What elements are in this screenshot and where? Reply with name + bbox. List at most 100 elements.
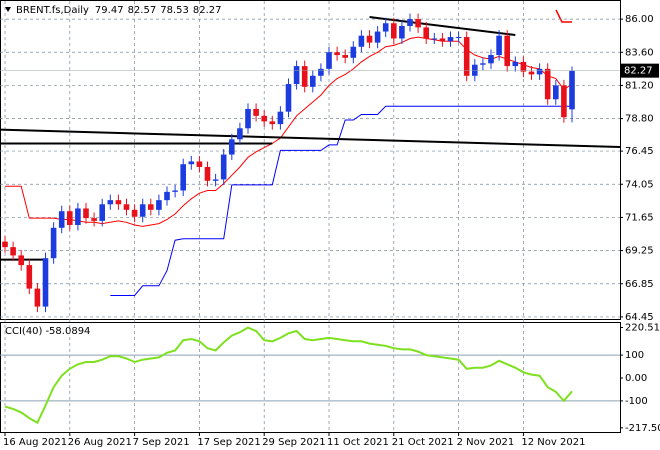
indicator-line <box>110 105 572 296</box>
candle-body <box>415 19 421 28</box>
candle-body <box>269 121 276 125</box>
candle-body <box>188 161 195 165</box>
price-label: 82.27 <box>624 66 653 77</box>
candle-body <box>83 208 89 219</box>
indicator-line <box>4 326 573 425</box>
cci-header: CCI(40) -58.0894 <box>5 326 90 337</box>
y-tick-label: -100 <box>625 396 648 407</box>
candle-body <box>310 75 316 87</box>
candle-body <box>496 35 502 56</box>
candle-body <box>561 85 567 118</box>
candle-body <box>455 37 462 39</box>
candle-body <box>520 61 527 72</box>
x-tick-label: 16 Aug 2021 <box>3 437 67 448</box>
y-tick-label: 74.05 <box>625 179 654 190</box>
candle-body <box>528 71 535 75</box>
candle-body <box>301 66 308 87</box>
header-low: 78.53 <box>160 5 189 16</box>
candle-body <box>245 108 251 129</box>
candle-body <box>18 255 24 266</box>
candle-body <box>156 200 162 210</box>
candle-body <box>261 115 267 122</box>
candle-body <box>212 179 219 181</box>
candle-body <box>569 70 575 110</box>
candle-body <box>253 108 259 116</box>
x-tick-label: 7 Sep 2021 <box>133 437 190 448</box>
indicator-line <box>5 36 573 227</box>
x-tick-label: 2 Nov 2021 <box>457 437 515 448</box>
cci-title: CCI(40) <box>5 326 43 337</box>
candle-body <box>544 68 551 100</box>
y-tick-label: 83.60 <box>625 47 654 58</box>
candle-body <box>326 52 332 69</box>
candle-body <box>26 265 33 289</box>
y-tick-label: 220.5184 <box>625 322 660 333</box>
cci-value: -58.0894 <box>45 326 90 337</box>
candle-body <box>172 190 178 192</box>
candle-body <box>431 38 438 40</box>
x-tick-label: 17 Sep 2021 <box>197 437 260 448</box>
header-close: 82.27 <box>193 5 222 16</box>
candle-body <box>148 204 154 210</box>
candle-body <box>358 35 365 47</box>
candle-body <box>10 247 16 256</box>
candle-body <box>293 66 300 85</box>
candle-body <box>488 55 494 64</box>
candle-body <box>366 35 373 43</box>
candle-body <box>139 204 146 217</box>
candle-body <box>220 154 227 180</box>
candle-body <box>67 211 73 226</box>
candle-body <box>391 23 397 39</box>
chart-header: BRENT.fs,Daily 79.47 82.57 78.53 82.27 <box>16 5 221 16</box>
x-tick-label: 29 Sep 2021 <box>262 437 325 448</box>
candle-body <box>115 200 122 205</box>
candle-body <box>399 26 405 39</box>
candle-body <box>50 227 57 259</box>
candle-body <box>99 204 105 221</box>
trend-line <box>0 128 621 148</box>
y-tick-label: 86.00 <box>625 14 654 25</box>
y-tick-label: 100 <box>625 350 644 361</box>
candle-body <box>229 139 235 155</box>
candle-body <box>423 27 429 39</box>
candle-body <box>42 258 49 307</box>
candle-body <box>553 85 559 100</box>
y-tick-label: 81.20 <box>625 80 654 91</box>
candle-body <box>407 19 413 27</box>
x-tick-label: 26 Aug 2021 <box>68 437 132 448</box>
price-label-box <box>621 63 659 78</box>
candle-body <box>504 35 510 67</box>
candle-body <box>34 288 41 307</box>
header-open: 79.47 <box>95 5 124 16</box>
y-tick-label: 76.45 <box>625 146 654 157</box>
candle-body <box>439 38 446 42</box>
candle-body <box>164 191 170 201</box>
x-tick-label: 11 Oct 2021 <box>327 437 389 448</box>
candle-body <box>382 23 389 32</box>
candle-body <box>123 204 130 210</box>
y-tick-label: 0.00 <box>625 373 647 384</box>
candle-body <box>58 211 65 228</box>
y-tick-label: 66.85 <box>625 279 654 290</box>
y-tick-label: 64.45 <box>625 312 654 323</box>
candle-body <box>277 111 284 125</box>
chart-title: BRENT.fs,Daily <box>16 5 89 16</box>
candle-body <box>91 218 97 221</box>
price-frame <box>0 0 621 320</box>
candle-body <box>334 52 340 56</box>
y-tick-label: -217.505 <box>625 423 660 434</box>
candle-body <box>447 37 454 42</box>
candle-body <box>75 208 81 226</box>
candle-body <box>374 31 381 43</box>
x-tick-label: 12 Nov 2021 <box>521 437 585 448</box>
candle-body <box>350 46 357 58</box>
candle-body <box>107 200 114 205</box>
candle-body <box>472 64 478 76</box>
x-tick-label: 21 Oct 2021 <box>392 437 454 448</box>
candle-body <box>463 37 470 76</box>
y-tick-label: 71.65 <box>625 212 654 223</box>
corner-marker <box>555 9 572 23</box>
candle-body <box>512 61 519 67</box>
